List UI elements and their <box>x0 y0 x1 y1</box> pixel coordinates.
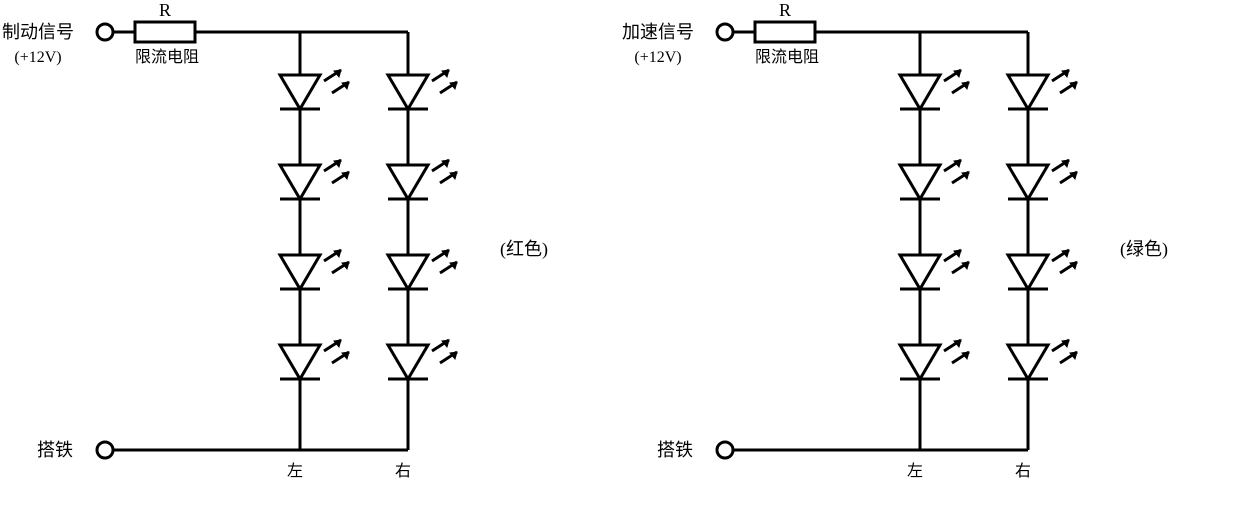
resistor-symbol-label: R <box>779 0 791 20</box>
column-left-label: 左 <box>907 462 923 480</box>
resistor-name-label: 限流电阻 <box>755 48 819 66</box>
resistor-icon <box>135 22 195 42</box>
ground-label: 搭铁 <box>657 440 693 460</box>
circuit-left: 制动信号 (+12V) R 限流电阻搭铁左 右 (红色) <box>2 0 548 480</box>
led-icon <box>280 345 320 379</box>
color-note-label: (红色) <box>500 239 548 260</box>
led-icon <box>280 75 320 109</box>
input-terminal-icon <box>97 24 113 40</box>
resistor-name-label: 限流电阻 <box>135 48 199 66</box>
led-icon <box>388 345 428 379</box>
led-icon <box>1008 345 1048 379</box>
led-icon <box>280 255 320 289</box>
input-terminal-icon <box>717 24 733 40</box>
ground-label: 搭铁 <box>37 440 73 460</box>
led-icon <box>1008 255 1048 289</box>
led-icon <box>280 165 320 199</box>
led-icon <box>388 165 428 199</box>
led-icon <box>900 255 940 289</box>
resistor-icon <box>755 22 815 42</box>
column-left-label: 左 <box>287 462 303 480</box>
led-icon <box>900 165 940 199</box>
ground-terminal-icon <box>717 442 733 458</box>
signal-label: 制动信号 <box>2 22 74 42</box>
led-icon <box>900 75 940 109</box>
resistor-symbol-label: R <box>159 0 171 20</box>
column-right-label: 右 <box>1015 462 1031 480</box>
led-icon <box>1008 165 1048 199</box>
signal-label: 加速信号 <box>622 22 694 42</box>
led-icon <box>900 345 940 379</box>
voltage-label: (+12V) <box>634 49 681 66</box>
ground-terminal-icon <box>97 442 113 458</box>
circuit-right: 加速信号 (+12V) R 限流电阻搭铁左 右 (绿色) <box>622 0 1168 480</box>
led-icon <box>388 75 428 109</box>
led-icon <box>1008 75 1048 109</box>
led-icon <box>388 255 428 289</box>
column-right-label: 右 <box>395 462 411 480</box>
color-note-label: (绿色) <box>1120 239 1168 260</box>
voltage-label: (+12V) <box>14 49 61 66</box>
